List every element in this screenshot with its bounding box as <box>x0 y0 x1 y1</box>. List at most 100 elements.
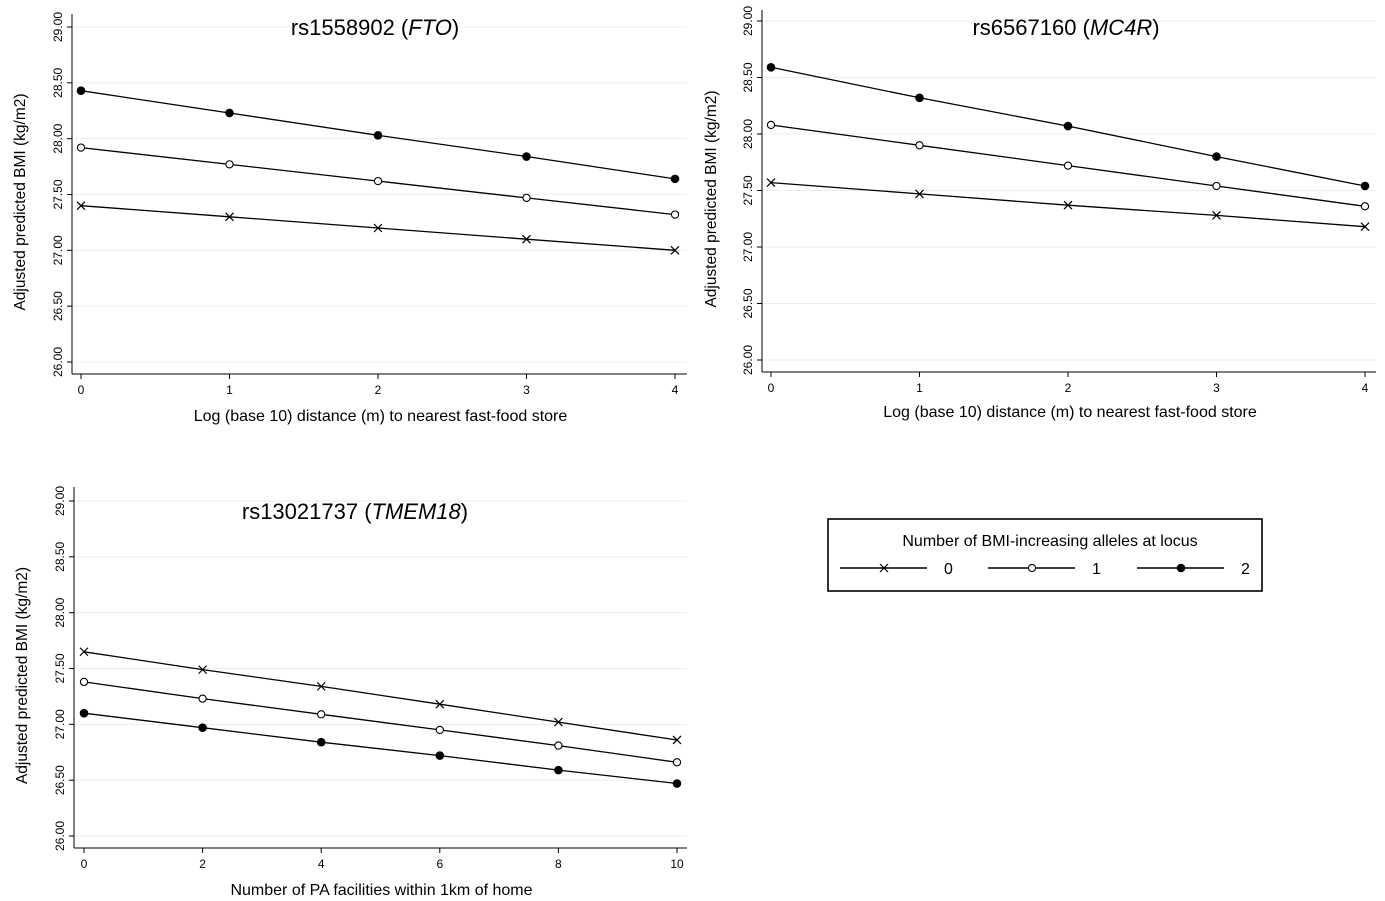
chart-fto: 26.00 26.50 27.00 27.50 28.00 28.50 29.00 0 1 2 3 4… <box>12 12 687 425</box>
x-axis-title: Log (base 10) distance (m) to nearest fa… <box>194 408 568 425</box>
x-tick-label: 2 <box>1065 381 1072 395</box>
x-tick-label: 3 <box>1213 381 1220 395</box>
data-point <box>553 717 563 727</box>
data-point <box>76 143 86 152</box>
y-tick-label: 27.00 <box>51 235 65 265</box>
gene-name: FTO <box>408 15 452 40</box>
x-tick-label: 6 <box>436 857 443 871</box>
y-tick-label: 29.00 <box>741 6 755 36</box>
legend-item-2: 2 <box>1137 561 1250 578</box>
y-tick-label: 26.00 <box>741 345 755 375</box>
data-point <box>766 63 776 72</box>
series-line <box>83 712 678 785</box>
data-point <box>79 647 89 657</box>
y-tick-label: 27.50 <box>51 179 65 209</box>
y-axis-title: Adjusted predicted BMI (kg/m2) <box>12 93 29 310</box>
legend-label: 2 <box>1241 561 1250 578</box>
x-tick-label: 3 <box>523 383 530 397</box>
x-tick-label: 1 <box>916 381 923 395</box>
data-point <box>915 141 924 150</box>
data-point <box>672 735 682 745</box>
x-tick-label: 8 <box>555 857 562 871</box>
data-point <box>225 212 234 222</box>
data-point <box>672 779 682 788</box>
snp-id: rs13021737 ( <box>242 499 372 524</box>
data-point <box>79 677 89 687</box>
gene-name: MC4R <box>1090 15 1152 40</box>
y-tick-label: 27.00 <box>53 709 67 739</box>
x-tick-label: 4 <box>1362 381 1369 395</box>
data-point <box>317 710 326 719</box>
y-tick-label: 29.00 <box>51 12 65 42</box>
data-point <box>766 178 776 188</box>
data-point <box>316 737 326 747</box>
data-point <box>522 234 531 244</box>
x-tick-label: 4 <box>672 383 679 397</box>
data-point <box>915 93 924 103</box>
y-tick-label: 28.50 <box>741 62 755 92</box>
data-point <box>198 665 208 675</box>
x-tick-label: 1 <box>226 383 233 397</box>
y-tick-label: 28.00 <box>741 119 755 149</box>
data-point <box>670 245 680 255</box>
legend-marker <box>1027 563 1037 573</box>
snp-id: rs1558902 ( <box>291 15 409 40</box>
data-point <box>225 160 234 169</box>
data-point <box>672 758 682 767</box>
data-point <box>1360 222 1370 232</box>
series-0 <box>76 201 680 255</box>
y-tick-label: 28.50 <box>53 541 67 571</box>
data-point <box>522 152 531 161</box>
series-1 <box>76 143 680 219</box>
data-point <box>435 699 445 709</box>
x-tick-label: 10 <box>670 857 684 871</box>
y-tick-label: 26.00 <box>51 347 65 377</box>
y-axis-title: Adjusted predicted BMI (kg/m2) <box>703 90 720 307</box>
series-2 <box>79 708 682 788</box>
x-tick-label: 0 <box>78 383 85 397</box>
x-tick-label: 2 <box>375 383 382 397</box>
chart-title: rs6567160 (MC4R) <box>972 15 1159 40</box>
x-axis-title: Number of PA facilities within 1km of ho… <box>230 882 532 899</box>
data-point <box>76 201 86 211</box>
data-point <box>198 694 207 703</box>
legend-marker <box>1176 563 1186 573</box>
data-point <box>198 723 207 732</box>
series-2 <box>76 86 680 184</box>
legend-label: 1 <box>1092 561 1101 578</box>
data-point <box>435 751 445 760</box>
legend: Number of BMI-increasing alleles at locu… <box>827 518 1263 592</box>
legend-items: 0 1 2 <box>840 561 1250 578</box>
y-tick-label: 26.50 <box>741 288 755 318</box>
x-tick-label: 2 <box>199 857 206 871</box>
data-point <box>554 765 563 775</box>
series-0 <box>79 647 682 745</box>
y-tick-label: 27.50 <box>741 175 755 205</box>
data-point <box>1063 200 1073 210</box>
y-tick-label: 29.00 <box>53 486 67 516</box>
chart-title: rs1558902 (FTO) <box>291 15 459 40</box>
y-tick-label: 28.50 <box>51 67 65 97</box>
data-point <box>373 131 383 140</box>
gene-name: TMEM18 <box>372 499 462 524</box>
x-tick-label: 4 <box>318 857 325 871</box>
data-point <box>373 223 383 233</box>
series-1 <box>79 677 682 767</box>
snp-id: rs6567160 ( <box>972 15 1090 40</box>
data-point <box>1212 181 1221 191</box>
chart-title: rs13021737 (TMEM18) <box>242 499 468 524</box>
data-point <box>522 193 531 202</box>
x-tick-label: 0 <box>768 381 775 395</box>
chart-mc4r: 26.00 26.50 27.00 27.50 28.00 28.50 29.00 0 1 2 3 4… <box>703 6 1376 421</box>
data-point <box>76 86 86 95</box>
x-tick-label: 0 <box>81 857 88 871</box>
data-point <box>316 681 326 691</box>
y-tick-label: 26.50 <box>53 765 67 795</box>
y-tick-label: 26.50 <box>51 291 65 321</box>
y-axis-title: Adjusted predicted BMI (kg/m2) <box>14 567 31 784</box>
y-tick-label: 27.50 <box>53 653 67 683</box>
y-tick-label: 28.00 <box>51 123 65 153</box>
data-point <box>670 210 680 219</box>
data-point <box>915 189 924 199</box>
